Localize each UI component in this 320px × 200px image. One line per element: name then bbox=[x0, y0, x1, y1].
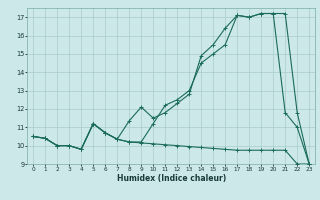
X-axis label: Humidex (Indice chaleur): Humidex (Indice chaleur) bbox=[116, 174, 226, 183]
